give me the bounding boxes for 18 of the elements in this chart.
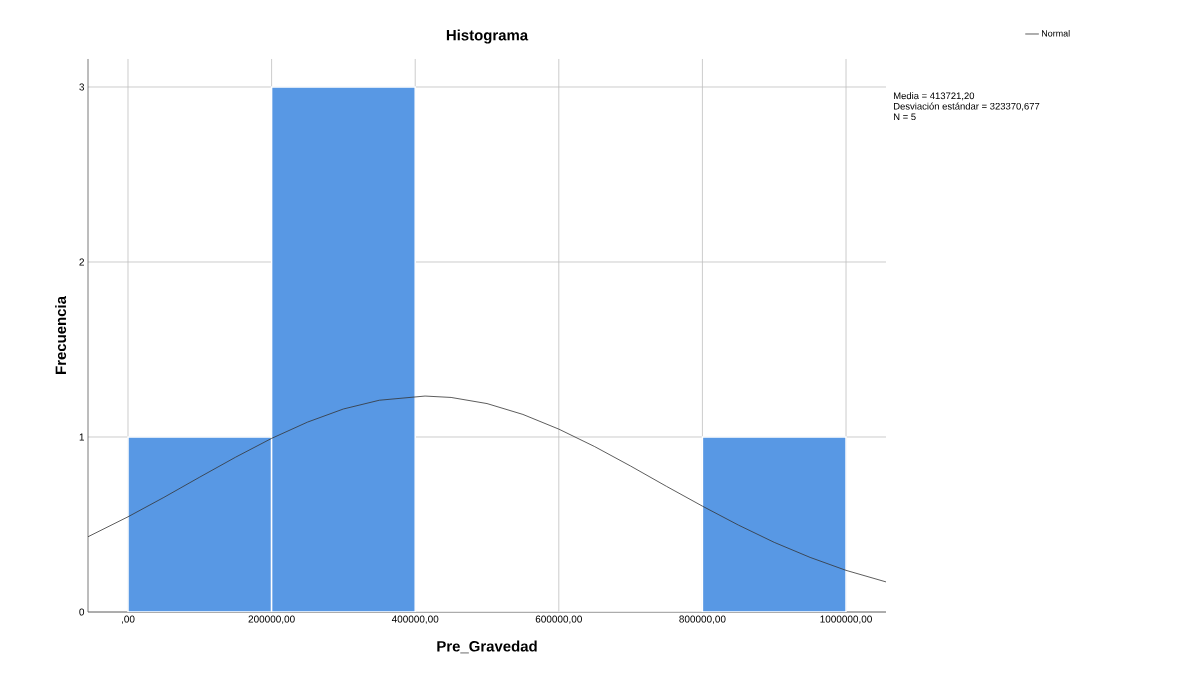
y-tick-label: 1 — [79, 433, 84, 441]
y-tick-label: 0 — [79, 608, 85, 616]
chart-title: Histograma — [446, 29, 529, 44]
text: N = 5 — [893, 113, 916, 121]
text: Desviación estándar = 323370,677 — [893, 102, 1040, 111]
text: Media = 413721,20 — [893, 92, 975, 101]
legend-label: Normal — [1041, 29, 1070, 37]
y-axis-title: Frecuencia — [55, 295, 67, 374]
x-tick-label: 400000,00 — [391, 615, 439, 624]
y-tick-label: 2 — [79, 258, 84, 266]
x-tick-label: 600000,00 — [535, 615, 582, 624]
x-tick-label: ,00 — [121, 615, 135, 624]
line-series — [88, 395, 887, 583]
y-tick-label: 3 — [79, 83, 85, 91]
x-tick-label: 800000,00 — [679, 615, 726, 624]
x-axis-title: Pre_Gravedad — [437, 640, 537, 654]
x-tick-label: 1000000,00 — [820, 615, 872, 624]
x-tick-label: 200000,00 — [248, 615, 295, 624]
